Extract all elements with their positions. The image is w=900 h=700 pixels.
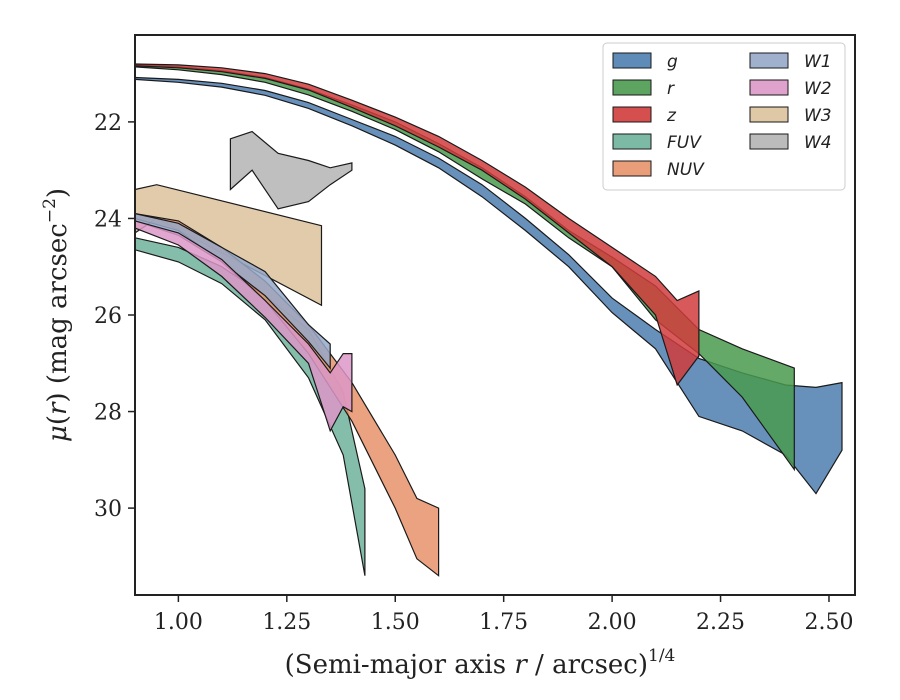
legend-swatch-g [612,52,652,69]
legend-label-W4: W4 [804,133,832,153]
band-g [135,76,843,495]
x-tick-label: 1.00 [154,610,203,635]
legend-label-FUV: FUV [667,133,702,153]
x-tick-label: 1.25 [262,610,311,635]
legend-swatch-W1 [749,52,789,69]
legend-label-W1: W1 [804,52,832,72]
legend-label-W2: W2 [804,79,832,99]
x-axis-label: (Semi-major axis r / arcsec)1/4 [285,646,676,680]
band-W2 [135,220,353,433]
x-tick-label: 2.25 [696,610,745,635]
legend-swatch-r [612,79,652,96]
band-W4 [229,130,353,210]
band-z [135,63,700,387]
legend-label-g: g [667,52,678,72]
legend-swatch-NUV [612,160,652,177]
legend-swatch-FUV [612,133,652,150]
legend-label-NUV: NUV [667,160,705,180]
band-W3 [135,184,323,307]
y-tick-label: 30 [94,497,122,522]
legend-swatch-W2 [749,79,789,96]
x-tick-label: 1.50 [371,610,420,635]
x-tick-label: 2.00 [588,610,637,635]
y-axis-label: μ(r) (mag arcsec−2) [40,188,73,442]
x-axis-ticks: 1.00 1.25 1.50 1.75 2.00 2.25 2.50 [154,595,853,635]
x-tick-label: 2.50 [804,610,853,635]
legend-label-r: r [667,79,675,99]
legend-label-z: z [666,106,677,126]
legend-swatch-W3 [749,106,789,123]
legend-label-W3: W3 [804,106,832,126]
x-tick-label: 1.75 [479,610,528,635]
legend-swatch-W4 [749,133,789,150]
y-tick-label: 26 [94,304,122,329]
y-axis-ticks: 22 24 26 28 30 [94,111,135,522]
chart-bands [135,63,843,577]
y-tick-label: 28 [94,401,122,426]
y-tick-label: 24 [94,207,122,232]
y-tick-label: 22 [94,111,122,136]
legend: grz FUV NUV W1 W2 W3 W4 [602,42,846,191]
legend-swatch-z [612,106,652,123]
